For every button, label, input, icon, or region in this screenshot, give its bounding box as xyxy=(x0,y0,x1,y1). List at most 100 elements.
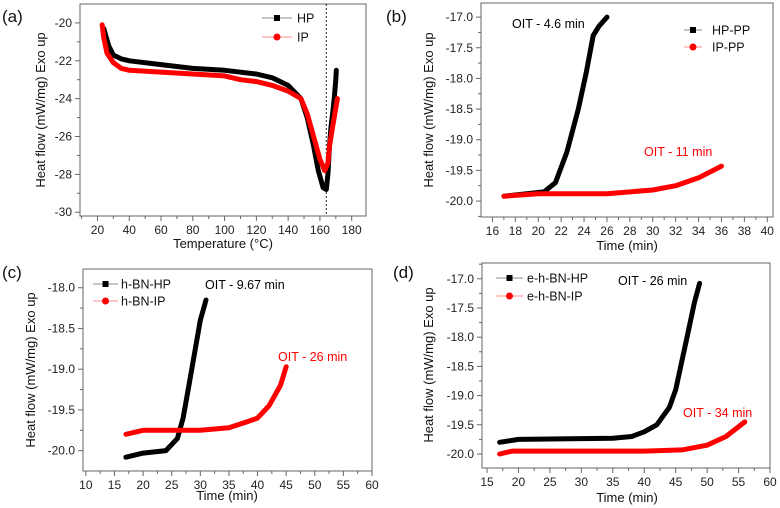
legend-circle-marker xyxy=(273,33,281,41)
panel-d: 15 20 25 30 35 40 45 50 55 60 -20.0 -19.5 -19.0 -18.5… xyxy=(393,262,777,505)
y-tick-label: -20.0 xyxy=(447,447,475,461)
legend-square-marker xyxy=(274,15,280,21)
panel-a: 20 40 60 80 100 120 140 160 180 -30 -28 -26 -24 -22 -2… xyxy=(2,3,367,251)
y-tick-label: -17.0 xyxy=(446,10,474,24)
y-tick-label: -18.5 xyxy=(446,102,474,116)
x-tick-label: 35 xyxy=(222,478,236,492)
x-tick-label: 40 xyxy=(251,478,265,492)
series-line-h-BN-HP xyxy=(123,297,209,460)
x-tick-label: 60 xyxy=(763,475,777,489)
y-axis-label: Heat flow (mW/mg) Exo up xyxy=(421,32,436,187)
x-tick-label: 10 xyxy=(79,478,93,492)
legend-label: e-h-BN-IP xyxy=(527,290,583,304)
x-tick-label: 16 xyxy=(486,224,500,238)
y-tick-label: -26 xyxy=(55,130,73,144)
y-tick-label: -18.0 xyxy=(447,330,475,344)
x-tick-label: 34 xyxy=(692,224,706,238)
series-line-IP xyxy=(99,22,340,174)
plot-frame xyxy=(481,262,771,469)
y-tick-label: -28 xyxy=(55,167,73,181)
y-tick-label: -24 xyxy=(55,92,73,106)
x-axis-label: Time (min) xyxy=(596,238,658,253)
legend-square-marker xyxy=(102,281,109,287)
x-axis-label: Time (min) xyxy=(596,490,658,505)
x-tick-label: 40 xyxy=(761,224,775,238)
x-axis-label: Time (min) xyxy=(196,488,258,503)
x-tick-label: 40 xyxy=(638,475,652,489)
x-tick-label: 15 xyxy=(108,478,122,492)
y-axis-label: Heat flow (mW/mg) Exo up xyxy=(23,292,38,447)
oit-annotation: OIT - 26 min xyxy=(278,350,347,364)
legend-label: e-h-BN-HP xyxy=(527,272,588,286)
y-tick-label: -18.5 xyxy=(447,359,475,373)
y-tick-label: -20 xyxy=(55,16,73,30)
x-tick-label: 36 xyxy=(715,224,729,238)
legend-label: IP xyxy=(297,31,309,45)
legend-square-marker xyxy=(690,27,696,33)
legend-label: h-BN-HP xyxy=(121,278,171,292)
x-tick-label: 20 xyxy=(91,223,105,237)
x-tick-label: 60 xyxy=(365,478,379,492)
x-tick-label: 55 xyxy=(337,478,351,492)
x-tick-label: 140 xyxy=(278,223,298,237)
series-line-IP-PP xyxy=(501,163,724,199)
series-line-HP-PP xyxy=(501,14,610,199)
panel-label: (a) xyxy=(2,7,23,26)
y-tick-label: -19.5 xyxy=(446,163,474,177)
x-tick-label: 25 xyxy=(543,475,557,489)
x-tick-label: 30 xyxy=(194,478,208,492)
series-line-HP xyxy=(101,26,339,192)
legend-circle-marker xyxy=(689,43,697,51)
x-tick-label: 28 xyxy=(623,224,637,238)
legend-label: IP-PP xyxy=(712,41,745,55)
legend-circle-marker xyxy=(506,292,513,300)
x-tick-label: 120 xyxy=(246,223,266,237)
x-axis-label: Temperature (°C) xyxy=(173,236,273,251)
x-tick-label: 38 xyxy=(738,224,752,238)
plot-frame xyxy=(82,268,373,472)
legend-square-marker xyxy=(506,275,513,281)
x-tick-label: 60 xyxy=(154,223,168,237)
y-tick-label: -20.0 xyxy=(446,194,474,208)
y-tick-label: -19.5 xyxy=(48,403,76,417)
y-axis-label: Heat flow (mW/mg) Exo up xyxy=(33,32,48,187)
legend-label: HP xyxy=(297,12,314,26)
x-tick-label: 15 xyxy=(480,475,494,489)
y-tick-label: -19.0 xyxy=(446,133,474,147)
oit-annotation: OIT - 4.6 min xyxy=(512,17,585,31)
y-tick-label: -18.0 xyxy=(48,281,76,295)
x-tick-label: 24 xyxy=(577,224,591,238)
x-tick-label: 45 xyxy=(669,475,683,489)
x-tick-label: 160 xyxy=(310,223,330,237)
oit-annotation: OIT - 11 min xyxy=(644,145,712,159)
x-tick-label: 50 xyxy=(308,478,322,492)
x-tick-label: 22 xyxy=(554,224,568,238)
x-tick-label: 20 xyxy=(136,478,150,492)
y-tick-label: -17.5 xyxy=(446,41,474,55)
oit-annotation: OIT - 26 min xyxy=(618,274,687,288)
y-tick-label: -17.0 xyxy=(447,272,475,286)
x-tick-label: 40 xyxy=(123,223,137,237)
x-tick-label: 80 xyxy=(186,223,200,237)
x-tick-label: 20 xyxy=(512,475,526,489)
panel-label: (b) xyxy=(386,7,407,26)
oit-annotation: OIT - 9.67 min xyxy=(205,278,285,292)
y-axis-label: Heat flow (mW/mg) Exo up xyxy=(421,287,436,442)
y-tick-label: -20.0 xyxy=(48,444,76,458)
y-tick-label: -18.5 xyxy=(48,321,76,335)
x-tick-label: 50 xyxy=(700,475,714,489)
x-tick-label: 45 xyxy=(279,478,293,492)
x-tick-label: 26 xyxy=(600,224,614,238)
y-tick-label: -19.0 xyxy=(447,389,475,403)
legend-label: HP-PP xyxy=(712,24,750,38)
panel-c: 10 15 20 25 30 35 40 45 50 55 60 -20.0 -19.5 -19.0 -18… xyxy=(2,263,379,503)
x-tick-label: 100 xyxy=(215,223,235,237)
plot-frame xyxy=(480,2,774,218)
y-tick-label: -30 xyxy=(55,205,73,219)
series-line-e-h-BN-IP xyxy=(497,419,748,457)
y-tick-label: -18.0 xyxy=(446,71,474,85)
x-tick-label: 55 xyxy=(732,475,746,489)
y-tick-label: -19.5 xyxy=(447,418,475,432)
plot-frame xyxy=(79,3,367,217)
